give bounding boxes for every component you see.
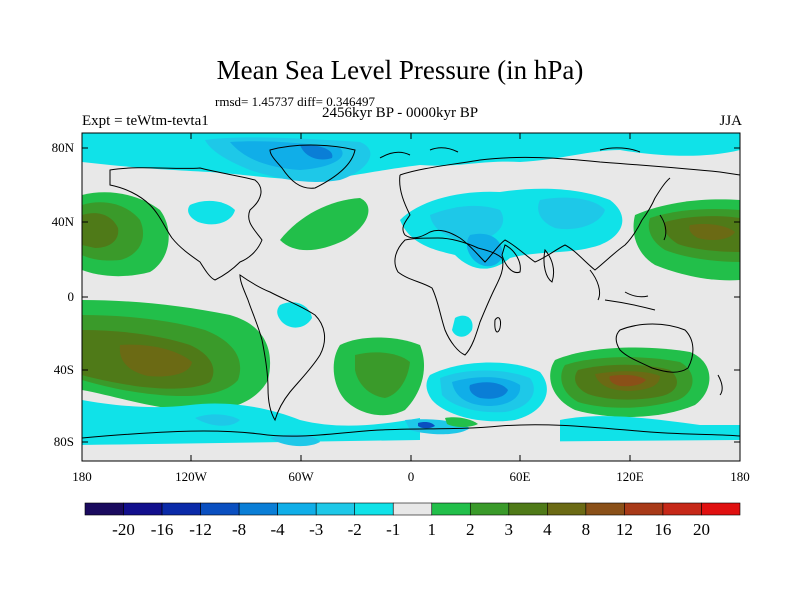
colorbar-label: 8 [581, 520, 591, 539]
colorbar-swatch-6 [315, 502, 356, 516]
colorbar-swatch-10 [469, 502, 510, 516]
coastlines [82, 144, 740, 439]
period-label: 2456kyr BP - 0000kyr BP [321, 105, 479, 121]
greenland-deep [300, 144, 333, 160]
colorbar-label: 16 [654, 520, 672, 539]
colorbar-label: 2 [466, 520, 475, 539]
north-atlantic-positive [280, 198, 369, 251]
africa-coast [394, 237, 504, 356]
lon-label-0: 0 [407, 469, 415, 484]
lon-label-180-east: 180 [730, 469, 750, 484]
antarctica-coast [82, 424, 740, 439]
colorbar-label: 20 [693, 520, 710, 539]
colorbar-swatch-7 [354, 502, 394, 516]
colorbar-swatch-11 [508, 502, 548, 516]
season-label: JJA [719, 113, 742, 129]
colorbar-swatch-16 [701, 502, 741, 516]
experiment-label: Expt = teWtm-tevta1 [82, 113, 209, 129]
colorbar-swatch-4 [238, 502, 278, 516]
lon-label-180-west: 180 [72, 469, 92, 484]
colorbar-swatch-13 [585, 502, 625, 516]
colorbar-swatch-14 [624, 502, 664, 516]
colorbar [84, 502, 741, 516]
axis-ticks [82, 133, 740, 461]
colorbar-label: 12 [615, 520, 633, 539]
map-title: Mean Sea Level Pressure (in hPa) [216, 55, 584, 85]
colorbar-swatch-12 [547, 502, 587, 516]
colorbar-swatch-1 [123, 502, 163, 516]
north-america-coast [109, 167, 263, 281]
statistics-text: rmsd= 1.45737 diff= 0.346497 [215, 94, 375, 109]
south-america-coast [239, 274, 326, 422]
colorbar-label: -16 [150, 520, 174, 539]
lat-label-40s: 40S [53, 362, 74, 377]
colorbar-swatch-15 [662, 502, 702, 516]
lat-label-80s: 80S [53, 434, 74, 449]
colorbar-label: -12 [189, 520, 212, 539]
colorbar-label: 3 [504, 520, 514, 539]
colorbar-swatch-9 [431, 502, 471, 516]
australia-coast [615, 323, 694, 373]
lon-label-120e: 120E [616, 469, 644, 484]
lat-label-80n: 80N [51, 140, 74, 155]
colorbar-swatch-3 [200, 502, 240, 516]
lon-label-120w: 120W [175, 469, 207, 484]
colorbar-swatch-2 [161, 502, 201, 516]
eurasia-coast [399, 156, 740, 271]
lat-label-40n: 40N [51, 214, 74, 229]
colorbar-label: -1 [386, 520, 401, 539]
colorbar-label: -20 [112, 520, 135, 539]
greenland-coast [269, 144, 356, 189]
lon-label-60e: 60E [509, 469, 531, 484]
colorbar-label: -4 [270, 520, 285, 539]
colorbar-label: 1 [427, 520, 437, 539]
lon-label-60w: 60W [288, 469, 314, 484]
colorbar-label: -2 [347, 520, 362, 539]
colorbar-label: -3 [309, 520, 324, 539]
colorbar-swatch-5 [277, 502, 317, 516]
colorbar-label: -8 [232, 520, 247, 539]
colorbar-label: 4 [543, 520, 552, 539]
pressure-anomaly-field [82, 133, 740, 461]
colorbar-swatch-8 [392, 502, 433, 516]
colorbar-swatch-0 [84, 502, 124, 516]
lat-label-0: 0 [67, 289, 75, 304]
